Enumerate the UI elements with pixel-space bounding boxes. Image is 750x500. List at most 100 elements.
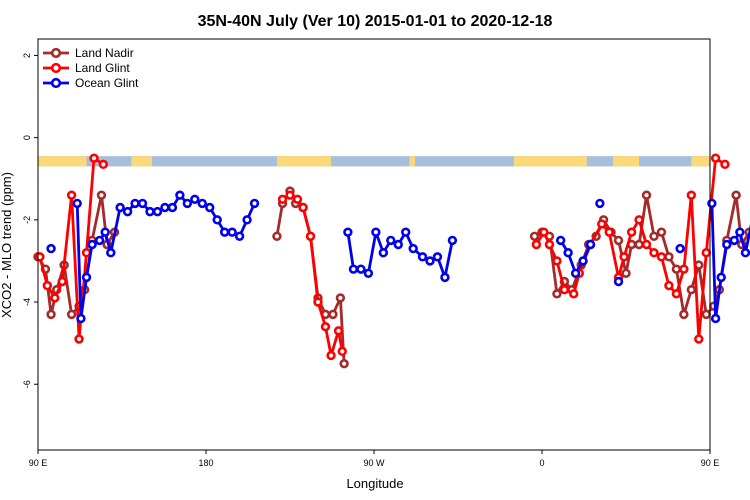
data-point [333,326,344,336]
data-point [559,285,570,295]
y-tick-label: -4 [22,298,32,306]
data-point [731,190,741,200]
data-point [686,285,697,295]
data-point [320,322,331,332]
data-point [720,159,730,170]
data-point [130,198,140,209]
x-tick-label: 0 [539,458,544,468]
data-point [42,280,53,291]
data-point [145,206,155,217]
band-land-segment [131,156,152,167]
band-land-segment [514,156,587,167]
data-point [160,202,170,213]
data-point [641,239,652,250]
data-point [74,334,84,344]
band-land-segment [612,156,640,167]
data-point [285,190,295,200]
y-tick-label: -2 [22,216,32,224]
data-point [401,227,411,237]
series-layer [33,153,750,369]
y-tick-label: 2 [22,53,32,58]
data-point [98,159,109,170]
data-point [694,334,704,344]
data-point [190,194,200,204]
data-point [440,272,450,283]
data-point [371,227,381,237]
data-point [425,256,435,266]
data-point [50,293,60,303]
data-point [122,206,133,217]
data-point [563,248,573,258]
y-tick-label: 0 [22,135,32,140]
series-line [275,189,346,364]
data-point [46,309,56,320]
x-tick-label: 90 E [701,458,720,468]
data-point [197,198,207,209]
legend-label: Land Nadir [75,46,134,60]
data-point [298,202,308,213]
band-land-segment [38,156,87,167]
data-point [137,198,148,209]
data-point [326,350,336,361]
data-point [595,198,605,209]
data-point [735,227,745,237]
data-point [552,256,562,266]
data-point [408,243,418,254]
data-point [671,289,682,299]
x-tick-label: 90 E [29,458,48,468]
data-point [649,248,659,258]
data-point [722,239,732,250]
legend-marker [50,62,62,74]
data-point [87,239,97,250]
data-point [578,256,588,266]
series-line [281,193,344,357]
data-point [339,358,349,369]
data-point [641,190,652,200]
data-point [671,264,682,274]
data-point [76,313,86,324]
data-point [100,227,110,237]
data-point [634,215,644,225]
data-point [686,190,697,200]
legend-marker [50,47,62,59]
land-ocean-band [38,156,710,167]
data-point [212,215,222,225]
data-point [710,153,721,163]
data-point [219,227,230,237]
data-point [664,252,674,262]
y-tick-label: -6 [22,380,32,388]
data-point [106,248,116,258]
data-point [710,313,721,324]
data-point [701,248,711,258]
data-point [634,239,644,250]
data-point [447,235,458,246]
data-point [585,239,596,250]
data-point [328,309,338,320]
x-tick-label: 180 [198,458,213,468]
data-point [386,235,396,246]
data-point [57,276,67,287]
data-point [626,227,637,237]
data-point [619,252,629,262]
data-point [716,272,726,283]
data-point [272,231,282,241]
data-point [729,235,739,246]
legend-label: Land Glint [75,61,130,75]
data-point [115,202,125,213]
data-point [249,198,260,209]
data-point [335,293,346,303]
data-point [66,190,77,200]
data-point [679,309,689,320]
data-point [94,235,105,246]
data-point [555,235,566,246]
data-point [66,309,77,320]
data-point [277,194,288,204]
band-land-segment [691,156,710,167]
data-point [292,194,303,204]
data-point [81,272,92,283]
band-land-segment [409,156,416,167]
data-point [313,297,323,307]
data-point [569,289,579,299]
data-point [707,198,717,209]
